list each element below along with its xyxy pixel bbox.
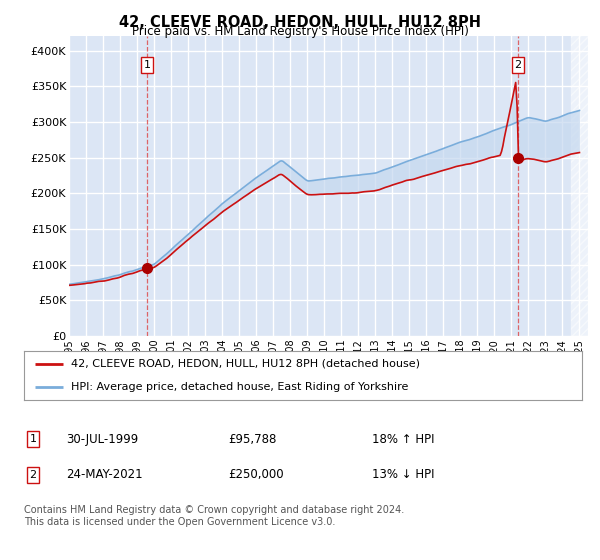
Text: 1: 1 bbox=[29, 434, 37, 444]
Text: 18% ↑ HPI: 18% ↑ HPI bbox=[372, 432, 434, 446]
Text: Price paid vs. HM Land Registry's House Price Index (HPI): Price paid vs. HM Land Registry's House … bbox=[131, 25, 469, 38]
Text: HPI: Average price, detached house, East Riding of Yorkshire: HPI: Average price, detached house, East… bbox=[71, 381, 409, 391]
Text: 2: 2 bbox=[29, 470, 37, 480]
Text: 13% ↓ HPI: 13% ↓ HPI bbox=[372, 468, 434, 482]
Text: 24-MAY-2021: 24-MAY-2021 bbox=[66, 468, 143, 482]
Text: 42, CLEEVE ROAD, HEDON, HULL, HU12 8PH: 42, CLEEVE ROAD, HEDON, HULL, HU12 8PH bbox=[119, 15, 481, 30]
Bar bbox=[571, 36, 588, 336]
Text: 2: 2 bbox=[515, 60, 521, 70]
Text: 1: 1 bbox=[143, 60, 151, 70]
Text: Contains HM Land Registry data © Crown copyright and database right 2024.
This d: Contains HM Land Registry data © Crown c… bbox=[24, 505, 404, 527]
Text: £95,788: £95,788 bbox=[228, 432, 277, 446]
Text: £250,000: £250,000 bbox=[228, 468, 284, 482]
Text: 42, CLEEVE ROAD, HEDON, HULL, HU12 8PH (detached house): 42, CLEEVE ROAD, HEDON, HULL, HU12 8PH (… bbox=[71, 359, 421, 369]
Text: 30-JUL-1999: 30-JUL-1999 bbox=[66, 432, 138, 446]
